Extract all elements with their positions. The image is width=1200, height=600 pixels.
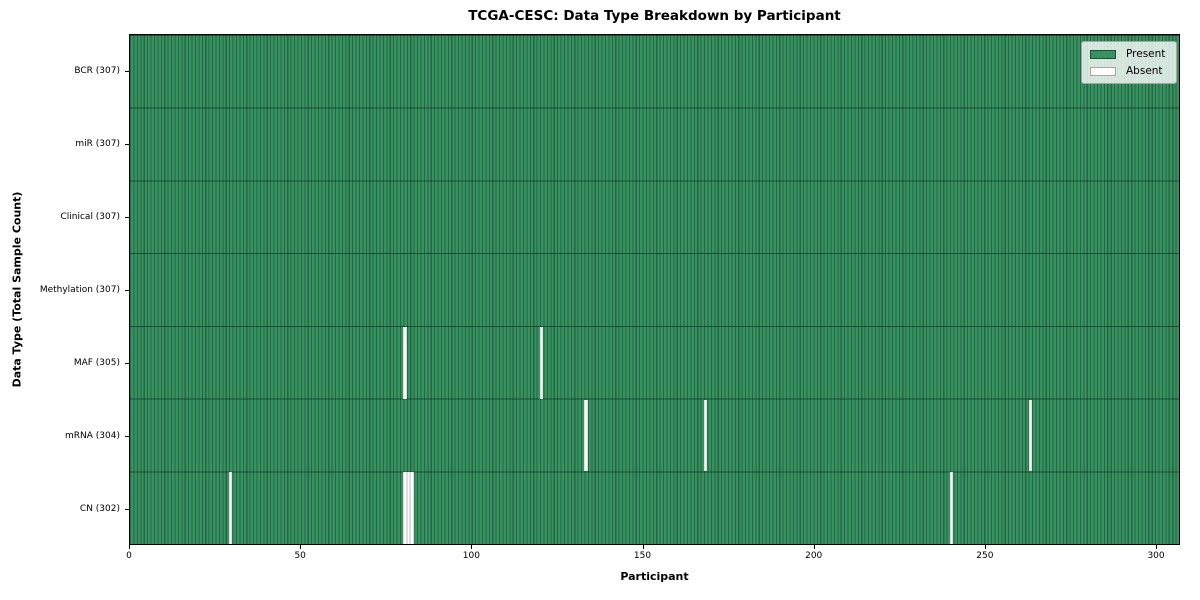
y-tick-label-CN: CN (302) bbox=[79, 503, 120, 514]
row-Methylation bbox=[130, 253, 1179, 326]
absent-swatch bbox=[1090, 66, 1116, 76]
y-tick-mark bbox=[125, 216, 129, 218]
y-tick-label-mRNA: mRNA (304) bbox=[65, 430, 120, 441]
legend: Present Absent bbox=[1081, 41, 1177, 84]
absent-cell-CN-240 bbox=[950, 472, 954, 544]
x-axis-label: Participant bbox=[620, 570, 689, 583]
x-tick-mark bbox=[471, 545, 473, 549]
row-mRNA bbox=[130, 399, 1179, 472]
y-tick-mark bbox=[125, 70, 129, 72]
y-tick-mark bbox=[125, 289, 129, 291]
y-tick-label-BCR: BCR (307) bbox=[74, 65, 120, 76]
absent-cell-MAF-120 bbox=[540, 326, 544, 399]
x-tick-label-250: 250 bbox=[976, 551, 994, 561]
absent-cell-mRNA-263 bbox=[1028, 399, 1033, 472]
x-tick-label-200: 200 bbox=[805, 551, 823, 561]
y-tick-label-Methylation: Methylation (307) bbox=[39, 284, 120, 295]
x-tick-label-150: 150 bbox=[633, 551, 652, 561]
present-swatch bbox=[1090, 49, 1116, 59]
y-tick-label-Clinical: Clinical (307) bbox=[60, 211, 120, 222]
absent-cell-CN-82 bbox=[410, 472, 414, 544]
y-tick-mark bbox=[125, 508, 129, 510]
x-tick-label-300: 300 bbox=[1147, 551, 1165, 561]
y-tick-mark bbox=[125, 435, 129, 437]
legend-label-absent: Absent bbox=[1126, 65, 1163, 77]
x-tick-mark bbox=[1156, 545, 1158, 549]
y-tick-label-MAF: MAF (305) bbox=[73, 357, 120, 368]
plot-area: Present Absent bbox=[129, 34, 1180, 545]
absent-cell-MAF-80 bbox=[403, 326, 407, 399]
absent-cell-mRNA-168 bbox=[704, 399, 708, 472]
legend-entry-absent: Absent bbox=[1090, 65, 1168, 77]
absent-cell-mRNA-133 bbox=[584, 399, 588, 472]
y-tick-mark bbox=[125, 143, 129, 145]
y-tick-mark bbox=[125, 362, 129, 364]
x-tick-mark bbox=[813, 545, 815, 549]
legend-entry-present: Present bbox=[1090, 48, 1168, 60]
row-miR bbox=[130, 108, 1179, 181]
row-Clinical bbox=[130, 180, 1179, 253]
absent-cell-CN-29 bbox=[229, 472, 233, 544]
x-tick-mark bbox=[129, 545, 130, 549]
x-tick-label-0: 0 bbox=[126, 551, 132, 561]
row-BCR bbox=[130, 35, 1179, 108]
y-tick-label-miR: miR (307) bbox=[75, 138, 120, 149]
legend-label-present: Present bbox=[1126, 48, 1166, 60]
y-axis-label: Data Type (Total Sample Count) bbox=[10, 191, 24, 388]
x-tick-label-100: 100 bbox=[462, 551, 480, 561]
x-tick-mark bbox=[984, 545, 986, 549]
x-tick-label-50: 50 bbox=[294, 551, 306, 561]
absent-cell-CN-81 bbox=[406, 472, 411, 544]
absent-cell-CN-80 bbox=[403, 472, 407, 544]
row-MAF bbox=[130, 326, 1179, 399]
x-tick-mark bbox=[300, 545, 302, 549]
chart-title: TCGA-CESC: Data Type Breakdown by Partic… bbox=[468, 8, 841, 24]
x-tick-mark bbox=[642, 545, 644, 549]
row-CN bbox=[130, 471, 1179, 544]
